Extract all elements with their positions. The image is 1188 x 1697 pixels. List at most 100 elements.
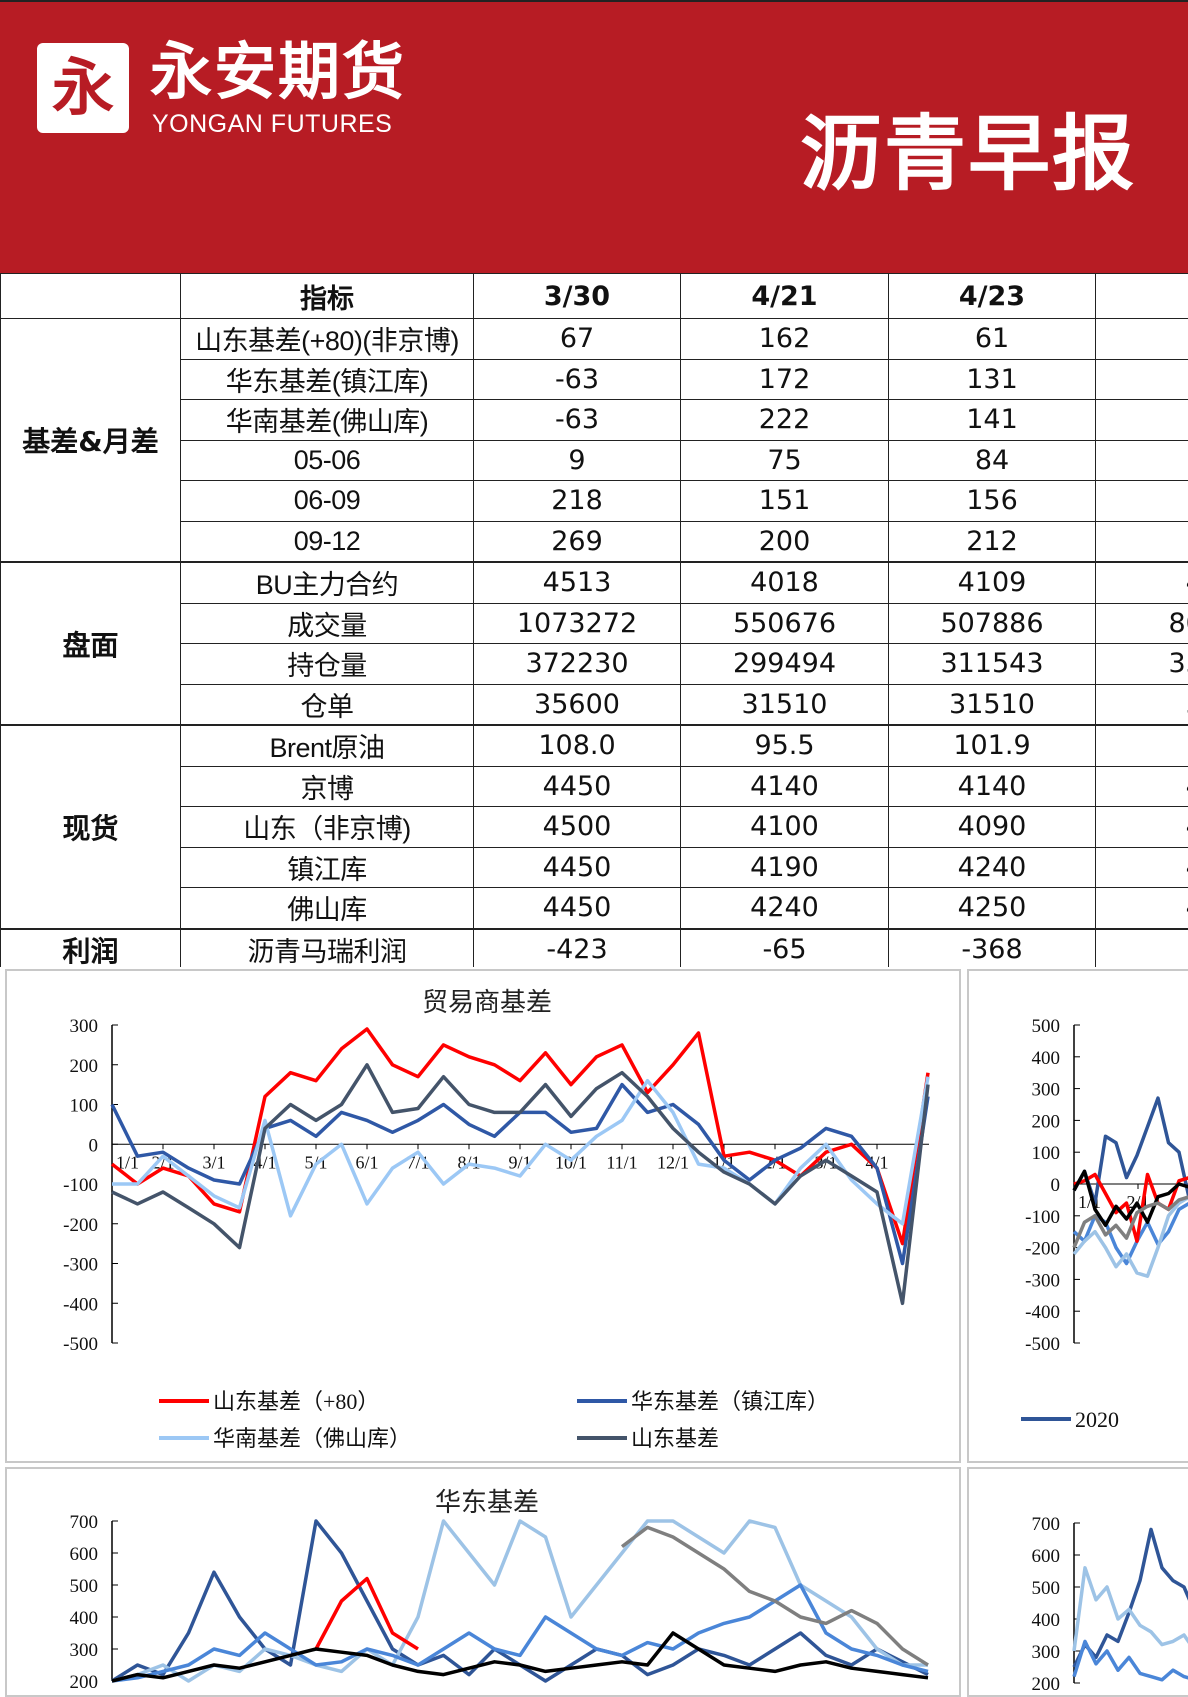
value-cell: 41 bbox=[1096, 562, 1188, 603]
value-cell: 101.9 bbox=[889, 725, 1096, 766]
value-cell: 35600 bbox=[474, 684, 681, 725]
legend-label: 山东基差（+80） bbox=[213, 1389, 379, 1414]
indicator-label: 镇江库 bbox=[181, 847, 474, 888]
y-tick-label: -300 bbox=[63, 1255, 98, 1276]
value-cell: 311543 bbox=[889, 644, 1096, 685]
indicator-label: 仓单 bbox=[181, 684, 474, 725]
y-tick-label: 300 bbox=[70, 1016, 99, 1037]
series-line bbox=[1074, 1098, 1188, 1203]
value-cell: 41 bbox=[1096, 766, 1188, 807]
indicator-label: 09-12 bbox=[181, 521, 474, 562]
value-cell: 212 bbox=[889, 521, 1096, 562]
value-cell: 61 bbox=[889, 319, 1096, 360]
brand-name-cn: 永安期货 bbox=[150, 40, 406, 104]
indicator-label: 佛山库 bbox=[181, 888, 474, 929]
report-title: 沥青早报 bbox=[800, 110, 1136, 200]
y-tick-label: 300 bbox=[1032, 1642, 1061, 1663]
value-cell: 31510 bbox=[889, 684, 1096, 725]
value-cell: 10 bbox=[1096, 725, 1188, 766]
y-tick-label: 700 bbox=[70, 1512, 99, 1533]
value-cell: 31510 bbox=[681, 684, 889, 725]
legend-label: 2020 bbox=[1075, 1407, 1119, 1432]
value-cell: 4140 bbox=[889, 766, 1096, 807]
value-cell: 4100 bbox=[681, 807, 889, 848]
y-tick-label: 500 bbox=[1032, 1578, 1061, 1599]
y-tick-label: -500 bbox=[1025, 1334, 1060, 1355]
y-tick-label: -500 bbox=[63, 1334, 98, 1355]
column-header: 4/ bbox=[1096, 274, 1188, 319]
column-header: 4/21 bbox=[681, 274, 889, 319]
column-header bbox=[1, 274, 181, 319]
value-cell: 95.5 bbox=[681, 725, 889, 766]
value-cell: -63 bbox=[474, 359, 681, 400]
value-cell: 4513 bbox=[474, 562, 681, 603]
value-cell: -368 bbox=[889, 929, 1096, 968]
value-cell: 372230 bbox=[474, 644, 681, 685]
value-cell: 141 bbox=[889, 400, 1096, 441]
value-cell: -65 bbox=[681, 929, 889, 968]
value-cell: 5 bbox=[1096, 319, 1188, 360]
series-line bbox=[112, 1077, 928, 1224]
y-tick-label: 200 bbox=[70, 1056, 99, 1077]
yongan-logo: 永 bbox=[37, 43, 129, 133]
y-tick-label: -400 bbox=[1025, 1302, 1060, 1323]
value-cell: 4090 bbox=[889, 807, 1096, 848]
value-cell: 31 bbox=[1096, 684, 1188, 725]
y-tick-label: 600 bbox=[70, 1544, 99, 1565]
value-cell: 4450 bbox=[474, 847, 681, 888]
legend-label: 山东基差 bbox=[631, 1426, 719, 1451]
value-cell: 299494 bbox=[681, 644, 889, 685]
y-tick-label: 500 bbox=[70, 1576, 99, 1597]
x-tick-label: 11/1 bbox=[606, 1152, 637, 1172]
x-tick-label: 3/1 bbox=[202, 1152, 225, 1172]
value-cell: 42 bbox=[1096, 888, 1188, 929]
legend-label: 华东基差（镇江库） bbox=[631, 1389, 829, 1414]
series-line bbox=[622, 1527, 928, 1665]
value-cell: 75 bbox=[681, 440, 889, 481]
series-line bbox=[316, 1579, 418, 1649]
value-cell: -63 bbox=[474, 400, 681, 441]
indicator-label: BU主力合约 bbox=[181, 562, 474, 603]
value-cell: -423 bbox=[474, 929, 681, 968]
y-tick-label: 300 bbox=[1032, 1080, 1061, 1101]
value-cell: 805 bbox=[1096, 603, 1188, 644]
column-header: 指标 bbox=[181, 274, 474, 319]
column-header: 4/23 bbox=[889, 274, 1096, 319]
value-cell: 507886 bbox=[889, 603, 1096, 644]
value-cell: 156 bbox=[889, 481, 1096, 522]
indicator-label: Brent原油 bbox=[181, 725, 474, 766]
row-group-label: 基差&月差 bbox=[1, 319, 181, 563]
report-header: 永 永安期货 YONGAN FUTURES 沥青早报 bbox=[0, 0, 1188, 273]
y-tick-label: -100 bbox=[63, 1175, 98, 1196]
value-cell: 4140 bbox=[681, 766, 889, 807]
value-cell: -4 bbox=[1096, 929, 1188, 968]
value-cell: 4190 bbox=[681, 847, 889, 888]
value-cell: 42 bbox=[1096, 847, 1188, 888]
value-cell: 4240 bbox=[681, 888, 889, 929]
value-cell: 1 bbox=[1096, 481, 1188, 522]
value-cell: 9 bbox=[474, 440, 681, 481]
logo-glyph: 永 bbox=[52, 57, 114, 119]
y-tick-label: 200 bbox=[1032, 1111, 1061, 1132]
value-cell: 108.0 bbox=[474, 725, 681, 766]
value-cell: 67 bbox=[474, 319, 681, 360]
indicator-label: 05-06 bbox=[181, 440, 474, 481]
data-table-wrapper: 指标3/304/214/234/基差&月差山东基差(+80)(非京博)67162… bbox=[0, 273, 1188, 967]
value-cell: 269 bbox=[474, 521, 681, 562]
y-tick-label: 100 bbox=[1032, 1143, 1061, 1164]
table-header-row: 指标3/304/214/234/ bbox=[1, 274, 1188, 319]
series-line bbox=[112, 1029, 928, 1244]
value-cell: 4450 bbox=[474, 888, 681, 929]
indicator-label: 京博 bbox=[181, 766, 474, 807]
value-cell: 4240 bbox=[889, 847, 1096, 888]
row-group-label: 现货 bbox=[1, 725, 181, 929]
y-tick-label: 0 bbox=[1051, 1175, 1061, 1196]
brand-name-en: YONGAN FUTURES bbox=[152, 110, 392, 138]
